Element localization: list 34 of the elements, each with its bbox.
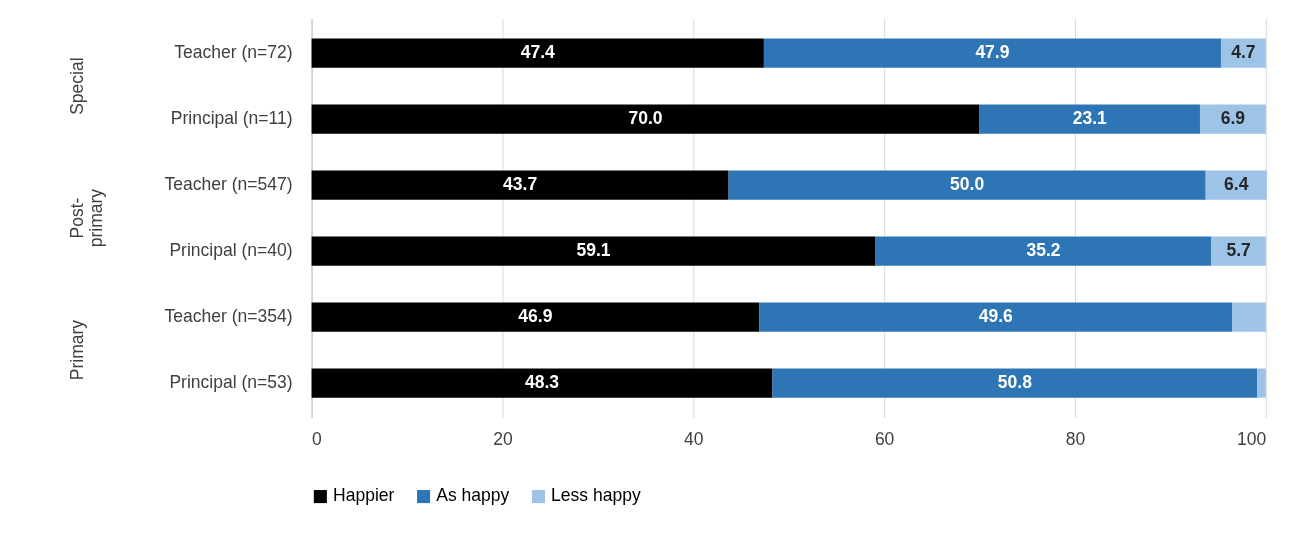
data-label: 49.6 [978,305,1014,326]
data-label: 47.4 [520,41,556,62]
data-label: 50.8 [997,371,1033,392]
data-label: 5.7 [1226,239,1251,260]
data-label: 4.7 [1231,41,1256,62]
data-label: 6.9 [1220,107,1246,128]
text: Special [66,57,87,115]
text: Primary [66,319,87,381]
legend-label: Happier [333,485,395,506]
data-label: 6.4 [1224,173,1249,194]
data-label: 59.1 [576,239,611,260]
y-tick-label: Teacher (n=547) [164,173,293,194]
data-label: 23.1 [1072,107,1108,128]
x-tick-label: 0 [312,429,323,450]
x-tick-label: 80 [1065,429,1086,450]
x-tick-label: 60 [874,429,895,450]
legend-label: Less happy [551,485,641,506]
x-tick-label: 20 [493,429,513,450]
data-label: 46.9 [518,305,553,326]
y-tick-label: Principal (n=40) [169,239,293,260]
y-tick-label: Teacher (n=72) [174,41,293,62]
y-tick-label: Principal (n=53) [169,371,293,392]
data-label: 70.0 [628,107,663,128]
data-label: 43.7 [503,173,538,194]
data-label: 50.0 [950,173,985,194]
data-label: 35.2 [1026,239,1061,260]
x-tick-label: 40 [684,429,704,450]
text: Post- primary [66,188,107,248]
y-tick-label: Principal (n=11) [170,107,293,128]
legend-label: As happy [436,485,510,506]
data-label: 47.9 [975,41,1010,62]
y-tick-label: Teacher (n=354) [164,305,293,326]
data-label: 48.3 [524,371,560,392]
x-tick-label: 100 [1237,429,1267,450]
